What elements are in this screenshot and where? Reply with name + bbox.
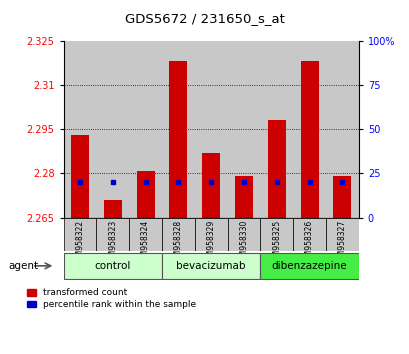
FancyBboxPatch shape [260, 218, 292, 251]
Text: GDS5672 / 231650_s_at: GDS5672 / 231650_s_at [125, 12, 284, 25]
FancyBboxPatch shape [194, 218, 227, 251]
Text: agent: agent [8, 261, 38, 271]
Bar [292, 41, 325, 218]
Text: control: control [94, 261, 130, 271]
Bar [162, 41, 194, 218]
Text: GSM958323: GSM958323 [108, 219, 117, 266]
Bar [136, 171, 154, 218]
Bar [96, 41, 129, 218]
Text: GSM958324: GSM958324 [141, 219, 150, 266]
Bar [103, 200, 121, 218]
Text: GSM958328: GSM958328 [173, 219, 182, 266]
FancyBboxPatch shape [129, 218, 162, 251]
Legend: transformed count, percentile rank within the sample: transformed count, percentile rank withi… [27, 289, 196, 309]
Bar [267, 120, 285, 218]
Bar [129, 41, 162, 218]
Bar [194, 41, 227, 218]
FancyBboxPatch shape [162, 218, 194, 251]
Bar [227, 41, 260, 218]
Bar [63, 41, 96, 218]
Bar [234, 176, 252, 218]
Bar [260, 41, 292, 218]
FancyBboxPatch shape [292, 218, 325, 251]
Bar [169, 61, 187, 218]
Text: GSM958329: GSM958329 [206, 219, 215, 266]
Text: GSM958327: GSM958327 [337, 219, 346, 266]
Text: GSM958326: GSM958326 [304, 219, 313, 266]
FancyBboxPatch shape [325, 218, 358, 251]
Text: GSM958325: GSM958325 [272, 219, 281, 266]
Bar [71, 135, 89, 218]
FancyBboxPatch shape [63, 253, 162, 279]
FancyBboxPatch shape [96, 218, 129, 251]
Bar [202, 153, 220, 218]
Text: GSM958330: GSM958330 [239, 219, 248, 266]
FancyBboxPatch shape [260, 253, 358, 279]
FancyBboxPatch shape [227, 218, 260, 251]
Bar [333, 176, 351, 218]
Bar [300, 61, 318, 218]
FancyBboxPatch shape [63, 218, 96, 251]
Text: dibenzazepine: dibenzazepine [271, 261, 346, 271]
Text: GSM958322: GSM958322 [75, 219, 84, 266]
Text: bevacizumab: bevacizumab [176, 261, 245, 271]
Bar [325, 41, 358, 218]
FancyBboxPatch shape [162, 253, 260, 279]
